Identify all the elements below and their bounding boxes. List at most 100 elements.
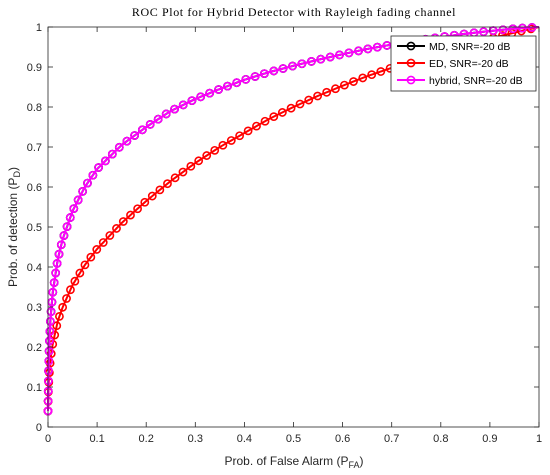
data-point xyxy=(126,210,135,220)
x-axis-ticks: 0 0.1 0.2 0.3 0.4 0.5 0.6 0.7 0.8 0.9 1 xyxy=(45,27,542,445)
data-point xyxy=(363,44,373,54)
x-tick-label: 0 xyxy=(45,433,51,445)
data-point xyxy=(46,307,56,317)
data-point xyxy=(114,142,124,152)
data-point xyxy=(83,178,92,188)
x-tick-label: 0.4 xyxy=(237,433,252,445)
data-point xyxy=(340,80,349,90)
x-tick-label: 0.8 xyxy=(433,433,448,445)
x-tick-label: 0.9 xyxy=(482,433,497,445)
data-point xyxy=(66,285,75,295)
y-tick-label: 0.3 xyxy=(27,302,42,314)
plot-area xyxy=(48,27,539,427)
data-point xyxy=(325,52,335,62)
data-point xyxy=(316,54,326,64)
x-tick-label: 1 xyxy=(536,433,542,445)
data-point xyxy=(354,46,363,56)
data-point xyxy=(155,185,165,195)
data-point xyxy=(335,50,344,60)
data-point xyxy=(214,85,224,94)
data-point xyxy=(376,67,386,76)
data-point xyxy=(73,195,83,205)
data-point xyxy=(170,104,179,114)
data-point xyxy=(62,294,71,303)
x-axis-label-main: Prob. of False Alarm (P xyxy=(224,454,348,468)
data-point xyxy=(92,245,102,254)
legend-marker xyxy=(406,58,416,68)
data-point xyxy=(49,278,59,288)
data-point xyxy=(349,77,358,86)
data-point xyxy=(86,252,96,262)
data-point xyxy=(205,88,215,98)
y-tick-label: 0.2 xyxy=(27,342,42,354)
data-point xyxy=(232,78,242,88)
data-point xyxy=(161,109,171,119)
data-point xyxy=(130,131,140,140)
legend-label: hybrid, SNR=-20 dB xyxy=(429,75,523,87)
data-point xyxy=(196,92,206,102)
data-point xyxy=(498,25,508,35)
data-point xyxy=(44,356,54,366)
data-point xyxy=(331,84,340,94)
y-tick-label: 0.5 xyxy=(27,222,42,234)
x-tick-label: 0.3 xyxy=(188,433,203,445)
data-point xyxy=(45,336,54,346)
data-point xyxy=(178,100,188,110)
data-point xyxy=(304,95,314,105)
data-point xyxy=(54,249,64,259)
data-point xyxy=(122,136,132,146)
data-point xyxy=(194,156,204,166)
data-point xyxy=(479,27,488,37)
legend-marker xyxy=(406,75,416,85)
data-point xyxy=(313,91,323,101)
y-tick-label: 0 xyxy=(36,422,42,434)
data-point xyxy=(75,268,85,278)
data-point xyxy=(137,125,147,135)
data-point xyxy=(527,23,537,32)
x-tick-label: 0.6 xyxy=(335,433,350,445)
x-tick-label: 0.1 xyxy=(89,433,104,445)
data-point xyxy=(163,179,172,189)
data-point xyxy=(260,116,270,126)
data-point xyxy=(55,312,64,321)
data-point xyxy=(80,260,90,270)
x-tick-label: 0.2 xyxy=(139,433,154,445)
data-point xyxy=(295,99,305,109)
data-point xyxy=(226,136,236,145)
data-point xyxy=(44,366,53,376)
data-point xyxy=(269,66,279,76)
data-point xyxy=(218,140,228,150)
y-tick-label: 0.4 xyxy=(27,262,42,274)
chart-title: ROC Plot for Hybrid Detector with Raylei… xyxy=(132,5,456,19)
x-axis-label-close: ) xyxy=(360,454,364,468)
y-tick-label: 0.9 xyxy=(27,62,42,74)
data-point xyxy=(243,126,253,136)
data-point xyxy=(101,156,110,166)
data-point xyxy=(508,24,518,34)
data-point xyxy=(45,327,55,336)
data-point xyxy=(297,59,307,69)
x-axis-label: Prob. of False Alarm (PFA) xyxy=(224,454,363,470)
data-point xyxy=(382,41,392,50)
data-point xyxy=(186,161,196,171)
data-point xyxy=(307,57,316,66)
data-point xyxy=(187,96,197,106)
data-point xyxy=(78,186,88,196)
data-point xyxy=(322,87,332,97)
data-point xyxy=(45,316,55,326)
series-layer xyxy=(43,23,540,416)
data-point xyxy=(69,204,79,213)
y-tick-label: 0.7 xyxy=(27,142,42,154)
data-point xyxy=(288,61,297,71)
data-point xyxy=(112,224,121,233)
data-point xyxy=(223,81,232,91)
data-point xyxy=(94,163,104,172)
data-point xyxy=(286,103,296,113)
legend-marker xyxy=(406,41,416,51)
data-point xyxy=(118,217,128,226)
data-point xyxy=(52,259,62,268)
legend-label: ED, SNR=-20 dB xyxy=(429,58,509,70)
y-axis-label-subscript: D xyxy=(12,171,22,178)
data-point xyxy=(277,108,287,117)
y-axis-label-main: Prob. of detection (P xyxy=(6,178,20,287)
